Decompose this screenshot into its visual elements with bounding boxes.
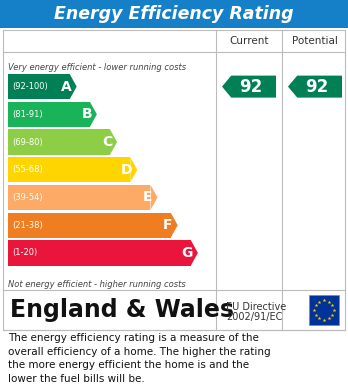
- Bar: [8, 129, 110, 155]
- Text: (55-68): (55-68): [12, 165, 43, 174]
- Text: (1-20): (1-20): [12, 248, 37, 257]
- Bar: [8, 240, 191, 265]
- Bar: [309, 295, 339, 325]
- Text: Not energy efficient - higher running costs: Not energy efficient - higher running co…: [8, 280, 186, 289]
- Text: C: C: [102, 135, 112, 149]
- Bar: [3, 30, 345, 330]
- Text: 92: 92: [305, 77, 328, 96]
- Bar: [8, 74, 70, 99]
- Text: England & Wales: England & Wales: [10, 298, 234, 322]
- Text: (21-38): (21-38): [12, 221, 43, 230]
- Text: Energy Efficiency Rating: Energy Efficiency Rating: [54, 5, 294, 23]
- Text: G: G: [182, 246, 193, 260]
- Text: 92: 92: [239, 77, 262, 96]
- Polygon shape: [90, 102, 97, 127]
- Text: (81-91): (81-91): [12, 110, 42, 119]
- Text: F: F: [163, 218, 173, 232]
- Polygon shape: [171, 213, 178, 238]
- Polygon shape: [288, 75, 342, 98]
- Text: E: E: [143, 190, 152, 204]
- Text: 2002/91/EC: 2002/91/EC: [226, 312, 282, 322]
- Text: A: A: [61, 80, 72, 93]
- Text: Potential: Potential: [292, 36, 338, 46]
- Polygon shape: [110, 129, 117, 155]
- Text: Current: Current: [229, 36, 269, 46]
- Text: (69-80): (69-80): [12, 138, 43, 147]
- Text: (92-100): (92-100): [12, 82, 48, 91]
- Bar: [0, 0, 348, 28]
- Bar: [8, 102, 90, 127]
- Polygon shape: [130, 157, 137, 182]
- Polygon shape: [150, 185, 158, 210]
- Polygon shape: [191, 240, 198, 265]
- Bar: [8, 185, 150, 210]
- Text: Very energy efficient - lower running costs: Very energy efficient - lower running co…: [8, 63, 186, 72]
- Polygon shape: [70, 74, 77, 99]
- Bar: [8, 213, 171, 238]
- Text: EU Directive: EU Directive: [226, 302, 286, 312]
- Text: B: B: [81, 107, 92, 121]
- Bar: [8, 157, 130, 182]
- Text: D: D: [121, 163, 132, 177]
- Text: The energy efficiency rating is a measure of the
overall efficiency of a home. T: The energy efficiency rating is a measur…: [8, 333, 271, 384]
- Polygon shape: [222, 75, 276, 98]
- Text: (39-54): (39-54): [12, 193, 42, 202]
